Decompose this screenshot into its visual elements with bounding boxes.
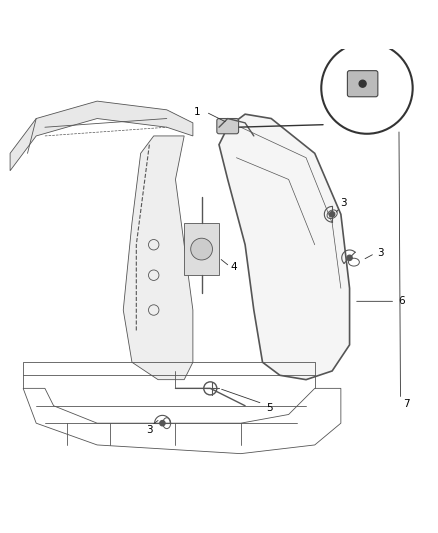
Text: 7: 7 (403, 399, 410, 409)
Circle shape (329, 212, 335, 217)
Bar (184, 223, 219, 275)
Text: 3: 3 (377, 248, 383, 259)
Text: 4: 4 (231, 262, 237, 271)
Circle shape (204, 382, 217, 395)
Circle shape (321, 42, 413, 134)
Polygon shape (10, 101, 193, 171)
Text: 1: 1 (194, 107, 201, 117)
Text: 3: 3 (340, 198, 346, 208)
Text: 5: 5 (266, 403, 272, 413)
Polygon shape (219, 114, 350, 379)
FancyBboxPatch shape (217, 118, 239, 134)
Circle shape (160, 421, 165, 426)
Circle shape (359, 80, 366, 87)
Text: 3: 3 (146, 425, 153, 435)
FancyBboxPatch shape (347, 71, 378, 97)
Circle shape (347, 255, 352, 261)
Polygon shape (123, 136, 193, 379)
Text: 6: 6 (399, 296, 405, 306)
Circle shape (191, 238, 212, 260)
